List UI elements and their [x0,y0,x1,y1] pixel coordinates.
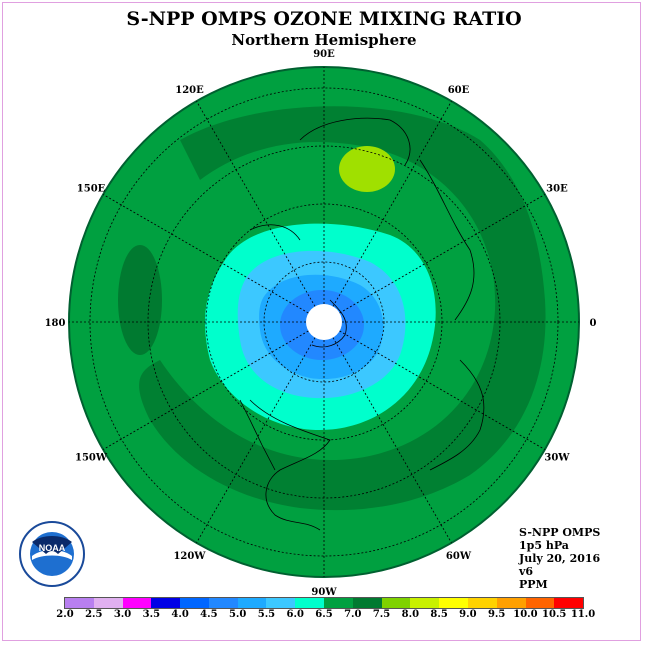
longitude-label: 30W [544,453,570,464]
legend-value: 9.0 [459,609,477,620]
longitude-label: 120W [173,551,206,562]
legend-value: 6.0 [286,609,304,620]
figure-frame [2,2,641,641]
legend-swatch [266,598,296,608]
legend-swatch [93,598,123,608]
color-legend [64,597,584,609]
legend-swatch [237,598,267,608]
legend-value: 7.0 [344,609,362,620]
meridian-line [196,100,316,307]
legend-swatch [381,598,411,608]
legend-value: 7.5 [372,609,391,620]
pole-missing-data [306,304,342,340]
longitude-label: 90W [311,587,337,598]
longitude-label: 0 [590,318,597,329]
meridian-line [332,337,452,544]
product-info: S-NPP OMPS 1p5 hPa July 20, 2016 v6 PPM [519,526,600,591]
legend-swatch [439,598,468,608]
legend-swatch [65,598,94,608]
legend-value: 9.5 [487,609,506,620]
legend-value: 11.0 [570,609,596,620]
legend-value: 2.5 [85,609,103,620]
info-satellite: S-NPP OMPS [519,526,601,539]
logo-text: NOAA [39,543,66,553]
legend-swatch [180,598,209,608]
chart-title: S-NPP OMPS OZONE MIXING RATIO [126,8,522,30]
legend-swatch [496,598,526,608]
legend-swatch [122,598,152,608]
info-version: v6 [519,565,534,578]
legend-value: 2.0 [56,609,74,620]
longitude-label: 30E [546,184,568,195]
dark-green-patch-west [118,245,162,355]
longitude-label: 60W [446,551,472,562]
legend-value: 5.5 [257,609,276,620]
longitude-labels: 90E 60E 30E 0 30W 60W 90W 120W 150W 180 150E 120E [45,49,597,598]
longitude-label: 150E [77,184,106,195]
legend-value: 4.5 [200,609,218,620]
legend-swatch [151,598,181,608]
meridian-line [102,194,309,314]
info-units: PPM [519,578,548,591]
legend-value: 8.5 [430,609,448,620]
legend-value: 4.0 [171,609,189,620]
longitude-label: 60E [448,85,470,96]
meridian-line [339,330,546,450]
coastlines [239,117,485,531]
info-date: July 20, 2016 [519,552,601,565]
chart-subtitle: Northern Hemisphere [231,31,417,49]
meridian-line [332,100,452,307]
meridian-line [339,194,546,314]
legend-swatch [295,598,325,608]
longitude-label: 150W [75,453,108,464]
legend-value: 8.0 [401,609,420,620]
info-pressure: 1p5 hPa [519,539,569,552]
legend-value: 10.0 [513,609,538,620]
longitude-label: 180 [45,318,66,329]
meridian-line [102,330,309,450]
legend-value: 3.0 [113,609,132,620]
legend-value: 3.5 [142,609,161,620]
legend-swatch [208,598,238,608]
meridian-lines [69,67,579,577]
legend-value: 5.0 [228,609,247,620]
noaa-logo: NOAA [19,521,85,587]
longitude-label: 120E [175,85,204,96]
legend-value: 6.5 [315,609,333,620]
legend-swatch [352,598,382,608]
legend-swatch [467,598,497,608]
high-ozone-patch [339,146,395,192]
legend-swatch [554,598,584,608]
legend-swatch [525,598,555,608]
legend-value: 10.5 [542,609,567,620]
longitude-label: 90E [313,49,335,60]
legend-swatch [410,598,440,608]
legend-swatch [324,598,353,608]
meridian-line [196,337,316,544]
